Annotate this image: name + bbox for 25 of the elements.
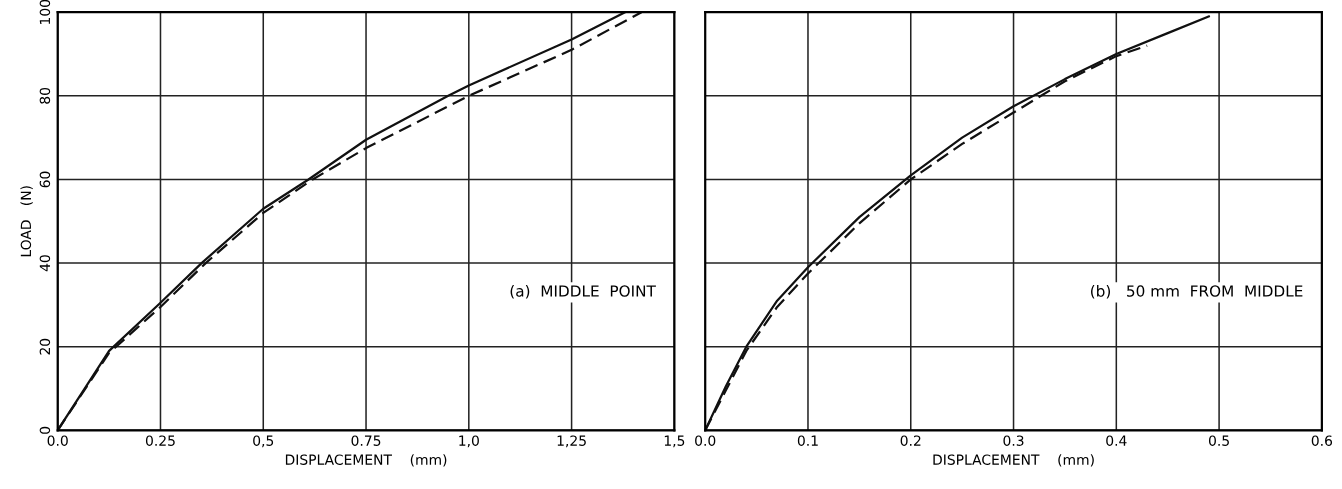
y-tick-label: 20 [39, 338, 51, 355]
y-tick-label: 100 [39, 0, 51, 24]
y-tick-label: 0 [39, 426, 51, 434]
x-tick-label: 0.5 [1208, 435, 1229, 446]
x-tick-label: 0.2 [900, 435, 921, 446]
x-tick-label: 0.75 [351, 435, 381, 446]
x-tick-label: 1,5 [664, 435, 685, 448]
y-tick-label: 40 [39, 255, 51, 272]
y-axis-title: LOAD (N) [20, 186, 33, 257]
y-tick-label: 80 [39, 87, 51, 104]
y-tick-label: 60 [39, 171, 51, 188]
x-tick-label: 1,25 [557, 435, 586, 448]
x-tick-label: 0.0 [695, 435, 716, 446]
x-axis-title: DISPLACEMENT (mm) [285, 454, 447, 467]
x-tick-label: 0.0 [47, 435, 68, 446]
x-tick-label: 1,0 [459, 435, 479, 448]
x-tick-label: 0.4 [1106, 435, 1127, 446]
x-tick-label: 0.6 [1311, 435, 1333, 446]
x-tick-label: 0.25 [145, 435, 175, 446]
annotation: (a) MIDDLE POINT [510, 284, 656, 299]
x-tick-label: 0.1 [797, 435, 818, 446]
annotation: (b) 50 mm FROM MIDDLE [1091, 284, 1303, 299]
x-tick-label: 0.3 [1003, 435, 1024, 446]
x-tick-label: 0,5 [253, 435, 274, 448]
x-axis-title: DISPLACEMENT (mm) [933, 454, 1094, 467]
